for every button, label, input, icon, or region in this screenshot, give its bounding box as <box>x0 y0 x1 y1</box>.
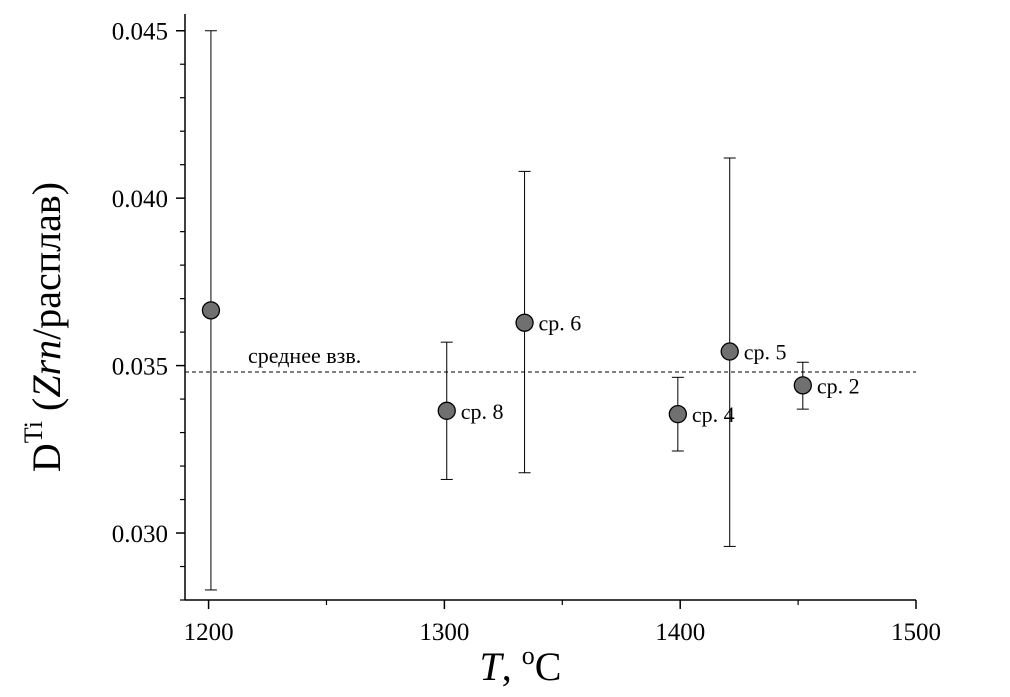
point-label: ср. 8 <box>461 399 504 424</box>
y-axis-title-rest: /расплав) <box>24 182 69 340</box>
data-points <box>201 301 812 424</box>
x-axis-title-unit: C <box>535 644 562 689</box>
y-tick-label: 0.040 <box>112 186 168 213</box>
point-label: ср. 5 <box>744 340 787 365</box>
y-axis-title-sup: Ti <box>19 421 48 443</box>
y-axis-title-base: D <box>24 443 69 472</box>
x-axis-title-separator: , <box>502 644 522 689</box>
x-tick-label: 1200 <box>184 619 234 646</box>
point-label: ср. 4 <box>692 402 735 427</box>
x-tick-label: 1400 <box>655 619 705 646</box>
x-axis-title-symbol: T <box>480 644 505 689</box>
data-point <box>720 342 739 361</box>
y-tick-label: 0.035 <box>112 354 168 381</box>
error-bars <box>204 30 809 591</box>
x-tick-label: 1500 <box>891 619 941 646</box>
point-labels: ср. 8 ср. 6 ср. 4 ср. 5 ср. 2 <box>461 311 860 427</box>
data-point <box>201 301 221 320</box>
data-point <box>515 313 534 332</box>
weighted-mean-label: среднее взв. <box>248 343 361 368</box>
y-tick-label: 0.030 <box>112 521 168 548</box>
y-axis-title: DTi (Zrn/расплав) <box>19 182 69 472</box>
y-axis-title-italic: Zrn <box>24 340 69 398</box>
data-point <box>668 405 687 424</box>
data-point <box>437 401 456 420</box>
x-axis-title-degree: o <box>522 641 535 670</box>
point-label: ср. 6 <box>539 311 582 336</box>
data-point <box>793 376 812 395</box>
point-label: ср. 2 <box>817 373 860 398</box>
axes <box>184 14 916 601</box>
y-axis-title-open: ( <box>24 398 69 421</box>
y-tick-label: 0.045 <box>112 19 168 46</box>
ticks: 1200 1300 1400 1500 0.030 0.035 0.040 0.045 <box>112 19 941 646</box>
x-axis-title: T, oC <box>480 641 562 689</box>
x-tick-label: 1300 <box>419 619 469 646</box>
